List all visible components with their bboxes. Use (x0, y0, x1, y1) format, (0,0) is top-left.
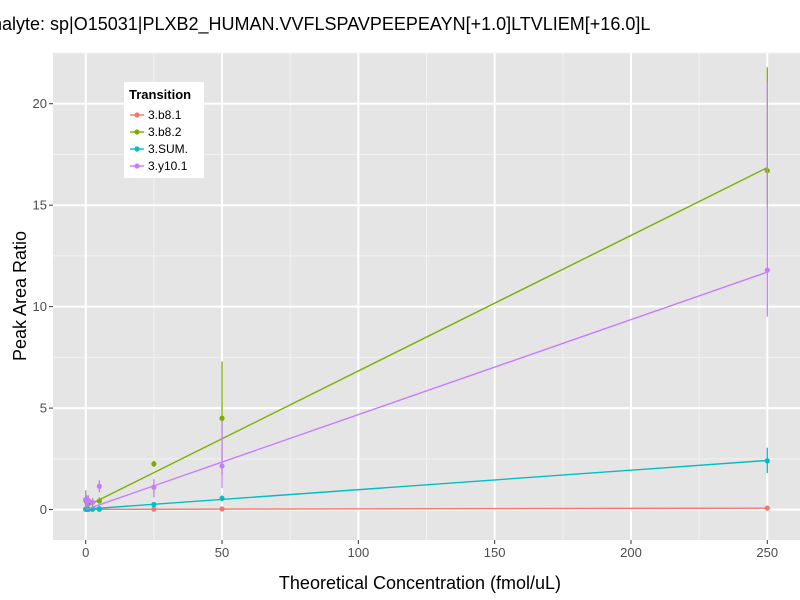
x-tick-label: 50 (215, 545, 229, 560)
data-point (151, 506, 157, 512)
legend-key-point (134, 129, 140, 135)
legend-key-point (134, 163, 140, 169)
fit-line-3-sum (85, 459, 768, 510)
legend-key-point (134, 112, 140, 118)
data-point (89, 499, 96, 506)
fit-line-3-b8-1 (85, 507, 768, 511)
data-point (219, 506, 225, 512)
data-point (151, 501, 157, 508)
data-point (764, 458, 770, 464)
series-layer (83, 67, 770, 512)
x-tick-label: 250 (756, 545, 778, 560)
data-point (151, 484, 157, 490)
x-tick-label: 150 (484, 545, 506, 560)
x-tick-label: 200 (620, 545, 642, 560)
y-tick-label: 15 (33, 198, 47, 213)
legend-label: 3.SUM. (148, 142, 188, 156)
legend-label: 3.y10.1 (148, 159, 188, 173)
data-point (85, 497, 92, 504)
chart-title: nalyte: sp|O15031|PLXB2_HUMAN.VVFLSPAVPE… (0, 14, 650, 35)
series-3-y10-1 (83, 81, 770, 511)
legend-label: 3.b8.2 (148, 125, 182, 139)
data-point (96, 498, 102, 504)
data-point (219, 463, 225, 469)
legend-title: Transition (129, 87, 191, 102)
data-point (96, 483, 102, 489)
y-tick-label: 5 (40, 401, 47, 416)
x-tick-label: 100 (347, 545, 369, 560)
legend-label: 3.b8.1 (148, 108, 182, 122)
y-axis: 0 5 10 15 20 (33, 96, 53, 517)
data-point (219, 415, 225, 421)
legend: Transition 3.b8.1 3.b8.2 3.SUM. 3.y10.1 (124, 82, 204, 178)
x-axis-title: Theoretical Concentration (fmol/uL) (279, 573, 561, 593)
y-tick-label: 10 (33, 299, 47, 314)
fit-line-3-y10-1 (85, 271, 768, 511)
data-point (764, 505, 770, 511)
y-tick-label: 0 (40, 502, 47, 517)
fit-line-3-b8-2 (85, 167, 768, 508)
legend-key-point (134, 146, 140, 152)
x-tick-label: 0 (82, 545, 89, 560)
data-point (151, 461, 157, 467)
data-point (96, 506, 102, 512)
y-tick-label: 20 (33, 96, 47, 111)
y-axis-title: Peak Area Ratio (10, 231, 30, 361)
data-point (219, 495, 225, 502)
x-axis: 0 50 100 150 200 250 (82, 540, 778, 560)
data-point (764, 267, 770, 273)
